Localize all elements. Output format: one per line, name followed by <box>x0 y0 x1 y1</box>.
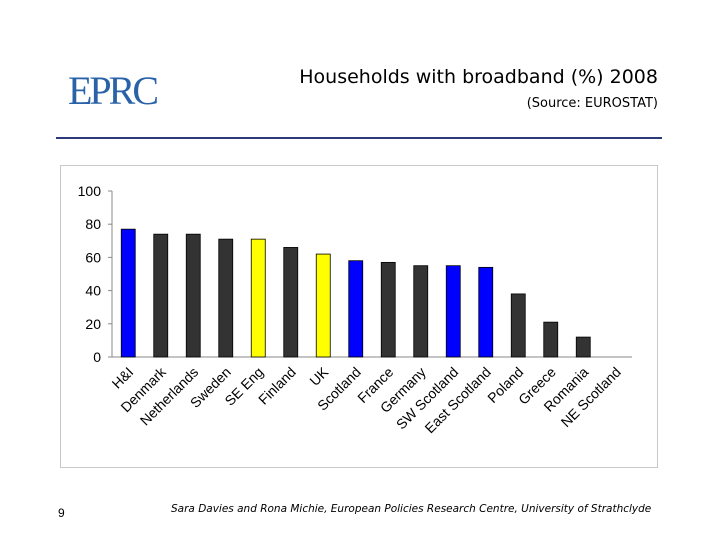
page-title: Households with broadband (%) 2008 <box>299 66 658 88</box>
footer-credit: Sara Davies and Rona Michie, European Po… <box>171 503 652 515</box>
bar: Denmark: 74 <box>153 233 169 358</box>
y-tick-label: 100 <box>78 183 102 199</box>
y-tick-label: 20 <box>85 316 101 332</box>
y-tick-label: 0 <box>93 349 101 365</box>
y-axis-ticks: 0 20 40 60 80 100 <box>78 183 112 365</box>
header-divider <box>56 137 662 139</box>
bar: Scotland: 58 <box>348 260 364 358</box>
bar: UK: 62 <box>315 253 331 358</box>
bar: France: 57 <box>380 261 396 358</box>
bar: H&I: 77 <box>120 228 136 358</box>
x-tick-label: H&I <box>109 364 137 392</box>
bar: Romania: 12 <box>575 336 591 358</box>
broadband-bar-chart: 0 20 40 60 80 100 H&I: 77 Denmark: 74 Netherlan… <box>78 183 632 436</box>
x-tick-label: UK <box>306 363 332 389</box>
x-tick-label: Finland <box>255 364 299 408</box>
bar: Germany: 55 <box>413 265 429 358</box>
bar: Sweden: 71 <box>218 238 234 358</box>
y-tick-label: 40 <box>85 283 101 299</box>
source-note: (Source: EUROSTAT) <box>526 96 658 111</box>
bar: East Scotland: 54 <box>478 266 494 358</box>
page-number: 9 <box>58 506 65 520</box>
y-tick-label: 60 <box>85 249 101 265</box>
bar: SE Eng: 71 <box>250 238 266 358</box>
bar: Poland: 38 <box>510 293 526 358</box>
bar: Netherlands: 74 <box>185 233 201 358</box>
bar: Finland: 66 <box>283 247 299 358</box>
eprc-logo: EPRC <box>68 70 158 110</box>
logo-text: EPRC <box>68 70 157 110</box>
bar: Greece: 21 <box>543 321 559 358</box>
bars-group: H&I: 77 Denmark: 74 Netherlands: 74 Sweden:… <box>120 228 591 358</box>
bar: SW Scotland: 55 <box>445 265 461 358</box>
y-tick-label: 80 <box>85 216 101 232</box>
